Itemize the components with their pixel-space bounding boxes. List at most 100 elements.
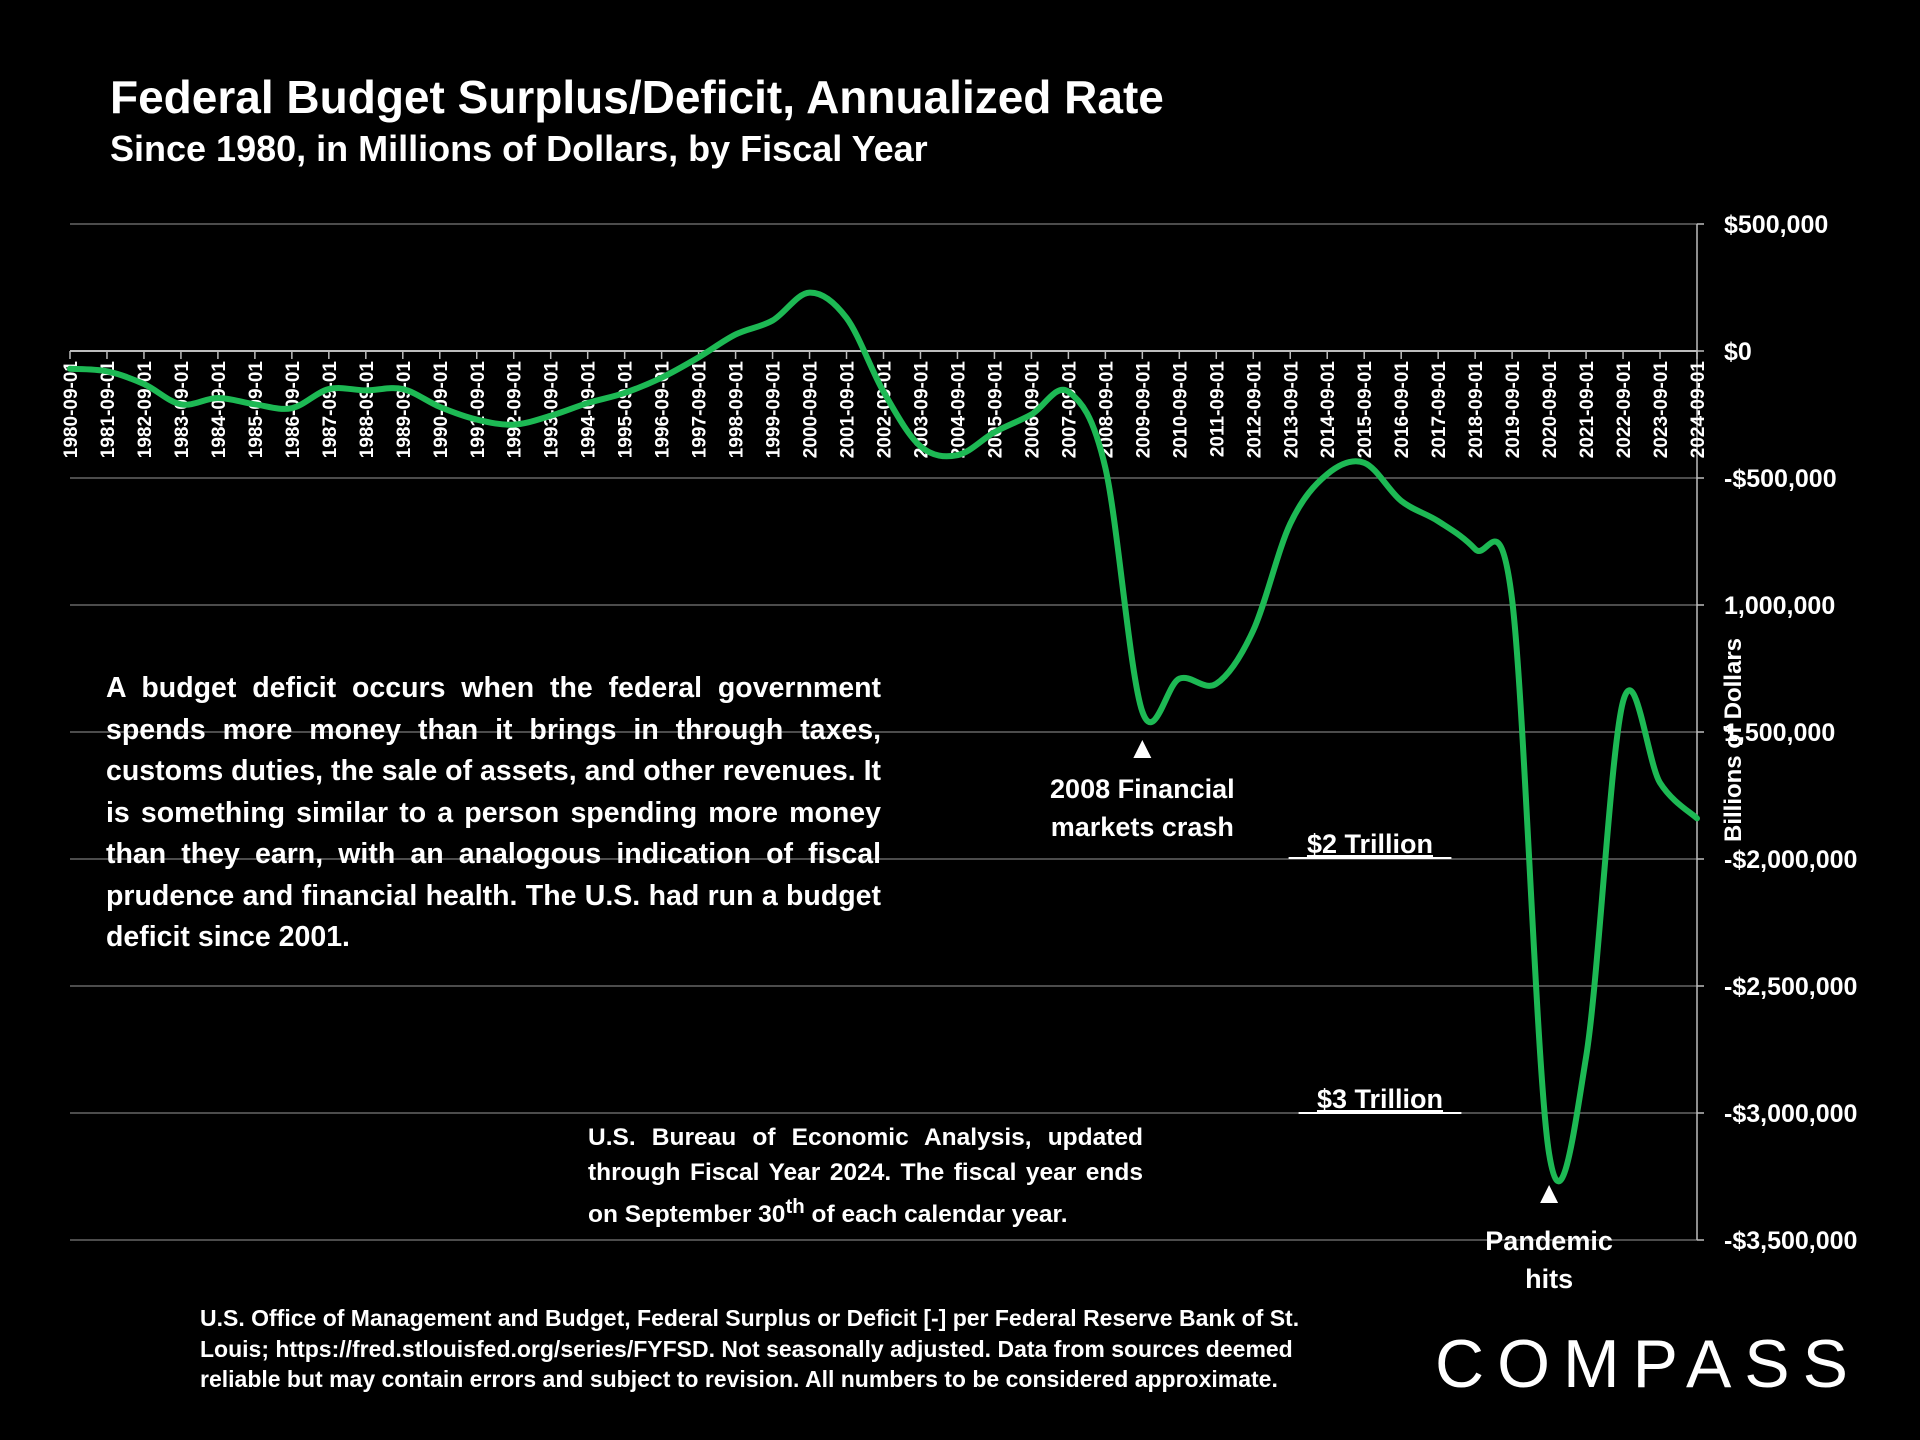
x-tick-label: 2024-09-01 xyxy=(1688,361,1709,459)
data-point xyxy=(956,454,958,456)
x-tick-label: 2016-09-01 xyxy=(1392,361,1413,459)
x-tick-label: 1997-09-01 xyxy=(690,361,711,459)
data-point xyxy=(698,356,700,358)
footer-source: U.S. Office of Management and Budget, Fe… xyxy=(200,1305,1300,1392)
annotation-label: hits xyxy=(1525,1264,1573,1294)
data-point xyxy=(439,406,441,408)
data-point xyxy=(1474,548,1476,550)
data-point xyxy=(846,317,848,319)
data-point xyxy=(587,402,589,404)
data-point xyxy=(254,403,256,405)
y-tick-label: $0 xyxy=(1724,338,1752,366)
x-tick-label: 1999-09-01 xyxy=(764,361,785,459)
x-tick-label: 1985-09-01 xyxy=(246,361,267,459)
y-tick-label: -$2,500,000 xyxy=(1724,973,1857,1001)
annotation-trillion-label: $3 Trillion xyxy=(1317,1084,1443,1114)
data-point xyxy=(291,407,293,409)
x-tick-label: 1993-09-01 xyxy=(542,361,563,459)
annotation-arrow xyxy=(1133,740,1152,758)
annotations: 2008 Financial markets crash Pandemic hits $… xyxy=(1050,740,1613,1294)
data-point xyxy=(513,424,515,426)
x-tick-label: 1988-09-01 xyxy=(357,361,378,459)
x-tick-label: 1998-09-01 xyxy=(727,361,748,459)
x-tick-label: 2022-09-01 xyxy=(1614,361,1635,459)
x-tick-label: 1980-09-01 xyxy=(61,361,82,459)
x-tick-label: 2014-09-01 xyxy=(1318,361,1339,459)
annotation-trillion-label: $2 Trillion xyxy=(1307,829,1433,859)
data-point xyxy=(143,383,145,385)
x-tick-label: 1991-09-01 xyxy=(468,361,489,459)
data-point xyxy=(1400,500,1402,502)
x-tick-label: 2021-09-01 xyxy=(1577,361,1598,459)
x-tick-label: 2004-09-01 xyxy=(948,361,969,459)
x-tick-label: 1995-09-01 xyxy=(616,361,637,459)
data-point xyxy=(1622,701,1624,703)
data-point xyxy=(1030,414,1032,415)
data-point xyxy=(1215,683,1217,685)
x-tick-label: 2018-09-01 xyxy=(1466,361,1487,459)
y-axis-ticks: $500,000 $0 -$500,000 1,000,000 1,500,000 -$2… xyxy=(1724,211,1857,1255)
x-tick-label: 2006-09-01 xyxy=(1022,361,1043,459)
y-tick-label: -$3,500,000 xyxy=(1724,1227,1857,1255)
data-points xyxy=(69,292,1698,1155)
data-point xyxy=(1289,523,1291,525)
data-point xyxy=(1067,391,1069,393)
data-point xyxy=(550,415,552,417)
x-tick-label: 1992-09-01 xyxy=(505,361,526,459)
chart-title: Federal Budget Surplus/Deficit, Annualiz… xyxy=(110,71,1164,123)
data-point xyxy=(1252,629,1254,631)
x-tick-label: 1984-09-01 xyxy=(209,361,230,459)
y-tick-label: $500,000 xyxy=(1724,211,1828,239)
data-point xyxy=(772,320,774,322)
data-point xyxy=(1548,1153,1550,1155)
x-tick-label: 1994-09-01 xyxy=(579,361,600,459)
data-point xyxy=(69,368,71,370)
data-point xyxy=(1104,467,1106,469)
source-note-text-end: of each calendar year. xyxy=(804,1201,1068,1229)
data-point xyxy=(365,389,367,391)
data-point xyxy=(624,392,626,394)
data-point xyxy=(1585,1056,1587,1058)
annotation-label: 2008 Financial xyxy=(1050,774,1235,804)
data-point xyxy=(735,333,737,335)
x-tick-label: 2023-09-01 xyxy=(1651,361,1672,459)
annotation-label: markets crash xyxy=(1051,812,1234,842)
data-point xyxy=(883,391,884,393)
data-point xyxy=(1437,520,1439,522)
x-tick-label: 2000-09-01 xyxy=(801,361,822,459)
x-tick-label: 1982-09-01 xyxy=(135,361,156,459)
x-tick-label: 2019-09-01 xyxy=(1503,361,1524,459)
data-point xyxy=(476,419,478,421)
data-point xyxy=(993,431,995,433)
deficit-description: A budget deficit occurs when the federal… xyxy=(106,672,881,953)
compass-logo: COMPASS xyxy=(1435,1326,1862,1402)
data-point xyxy=(1696,817,1698,819)
y-tick-label: -$2,000,000 xyxy=(1724,846,1857,874)
data-point xyxy=(217,397,219,399)
y-tick-label: -$3,000,000 xyxy=(1724,1100,1857,1128)
data-point xyxy=(919,445,921,447)
data-point xyxy=(180,403,182,405)
data-point xyxy=(402,388,404,390)
y-tick-label: 1,000,000 xyxy=(1724,592,1835,620)
data-point xyxy=(106,370,108,372)
annotation-arrow xyxy=(1540,1185,1559,1203)
source-note: U.S. Bureau of Economic Analysis, update… xyxy=(588,1120,1143,1232)
data-point xyxy=(661,377,663,379)
x-tick-label: 2001-09-01 xyxy=(838,361,859,459)
x-axis-ticks: 1980-09-01 1981-09-01 1982-09-01 1983-09-01… xyxy=(61,361,1709,459)
x-tick-label: 2015-09-01 xyxy=(1355,361,1376,459)
x-tick-label: 1981-09-01 xyxy=(98,361,119,459)
data-point xyxy=(809,292,811,294)
data-point xyxy=(1363,462,1365,464)
y-tick-label: -$500,000 xyxy=(1724,465,1837,493)
x-tick-label: 1983-09-01 xyxy=(172,361,193,459)
chart-subtitle: Since 1980, in Millions of Dollars, by F… xyxy=(110,128,928,169)
data-point xyxy=(1178,678,1180,680)
data-point xyxy=(1326,473,1328,475)
x-tick-label: 2008-09-01 xyxy=(1096,361,1117,459)
x-tick-label: 2010-09-01 xyxy=(1170,361,1191,459)
data-point xyxy=(328,388,330,390)
x-tick-label: 2013-09-01 xyxy=(1281,361,1302,459)
y-tick-label: 1,500,000 xyxy=(1724,719,1835,747)
